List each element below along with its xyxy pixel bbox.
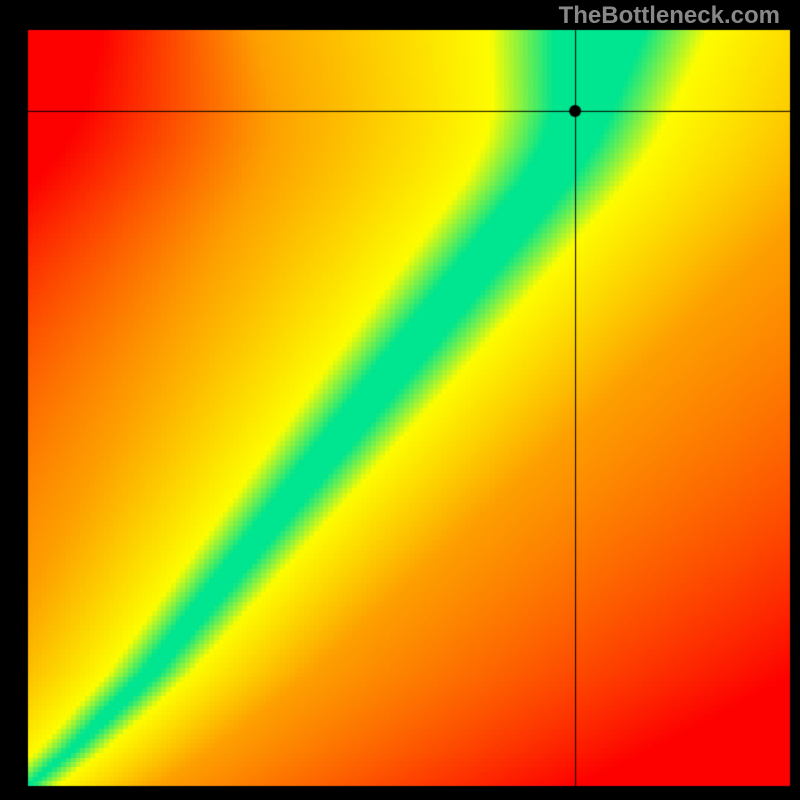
chart-container: TheBottleneck.com	[0, 0, 800, 800]
watermark-text: TheBottleneck.com	[559, 2, 780, 30]
heatmap-canvas	[0, 0, 800, 800]
